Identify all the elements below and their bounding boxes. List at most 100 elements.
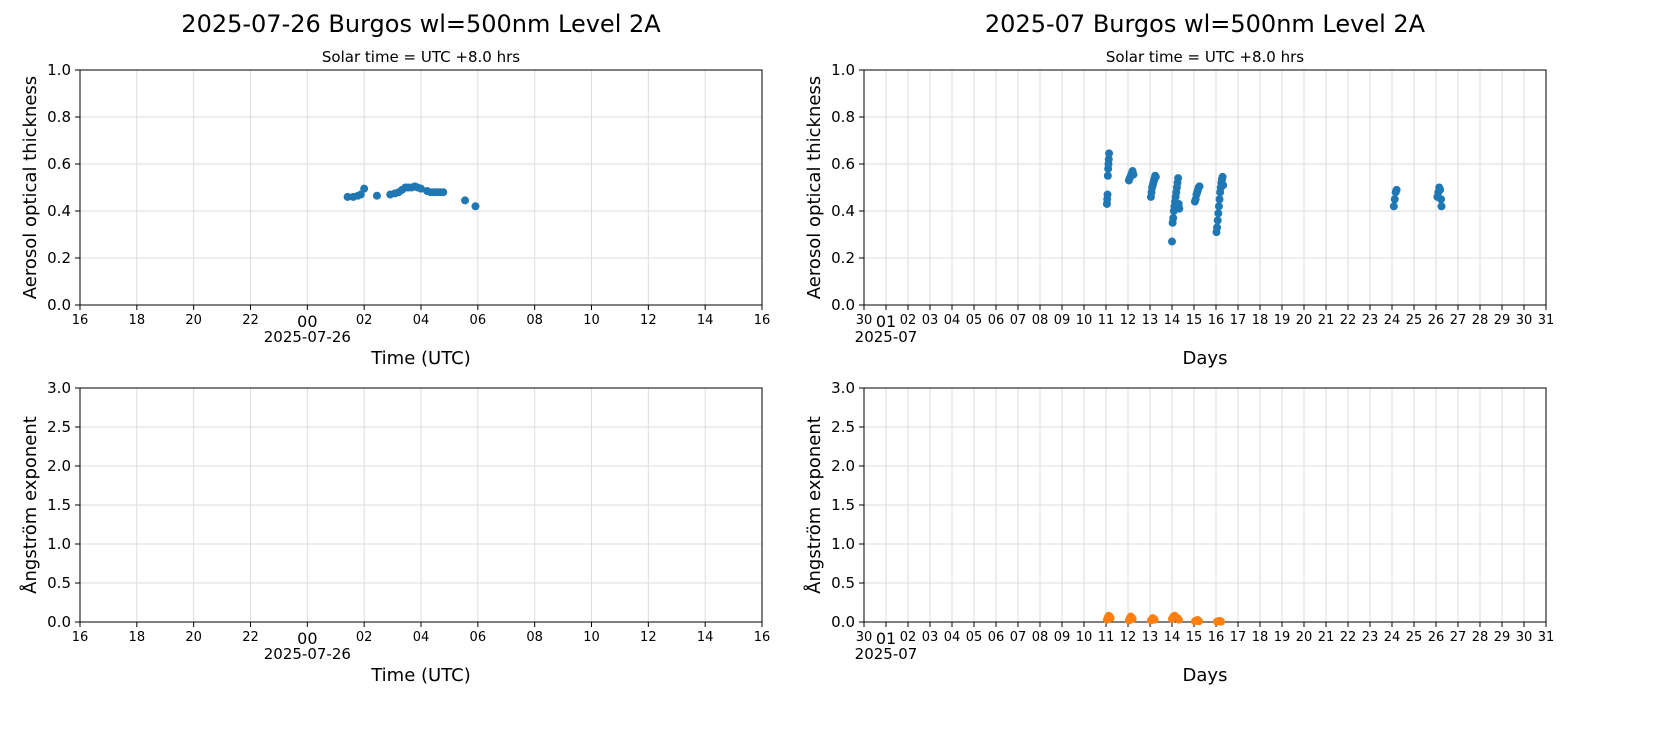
x-tick-label: 16 — [754, 630, 771, 645]
x-tick-label: 05 — [966, 630, 983, 645]
data-point — [356, 190, 365, 199]
y-tick-label: 0.4 — [831, 202, 855, 220]
x-tick-label: 06 — [988, 313, 1005, 328]
data-point — [1214, 202, 1223, 211]
x-tick-label: 06 — [470, 313, 487, 328]
data-point — [1103, 190, 1112, 199]
chart-subtitle: Solar time = UTC +8.0 hrs — [322, 48, 520, 66]
y-tick-label: 0.6 — [831, 155, 855, 173]
x-tick-label: 06 — [470, 630, 487, 645]
y-axis-label: Aerosol optical thickness — [20, 76, 41, 299]
x-tick-label: 03 — [922, 630, 939, 645]
x-axis-label: Time (UTC) — [370, 665, 471, 686]
y-tick-label: 2.5 — [47, 418, 71, 436]
y-axis-label: Aerosol optical thickness — [804, 76, 825, 299]
x-tick-label: 15 — [1186, 630, 1203, 645]
data-point — [1151, 172, 1160, 181]
data-point — [1103, 171, 1112, 180]
data-point — [1217, 617, 1226, 626]
x-tick-label: 10 — [1076, 313, 1093, 328]
x-axis-label: Days — [1183, 348, 1228, 369]
x-axis-label: Days — [1183, 665, 1228, 686]
x-tick-label: 27 — [1450, 630, 1467, 645]
y-tick-label: 0.5 — [47, 574, 71, 592]
x-tick-label: 04 — [413, 630, 430, 645]
chart-2: 30 01 02 03 04 05 06 07 08 09 10 11 12 13 14 15 16 17 18 19… — [804, 10, 1554, 369]
y-tick-label: 3.0 — [831, 379, 855, 397]
data-point — [439, 188, 448, 197]
x-tick-label: 10 — [1076, 630, 1093, 645]
data-point — [1168, 237, 1176, 246]
y-tick-label: 1.5 — [831, 496, 855, 514]
y-tick-label: 0.8 — [47, 108, 71, 126]
x-tick-label: 26 — [1428, 630, 1445, 645]
data-point — [1437, 195, 1446, 204]
y-tick-label: 2.0 — [47, 457, 71, 475]
y-axis-label: Ångström exponent — [19, 416, 41, 594]
x-tick-label: 13 — [1142, 630, 1159, 645]
data-point — [1392, 185, 1401, 194]
x-tick-label: 08 — [526, 630, 543, 645]
data-point — [1150, 615, 1159, 624]
y-tick-label: 1.0 — [831, 535, 855, 553]
x-tick-label: 20 — [185, 313, 202, 328]
plot-frame — [863, 69, 1547, 306]
x-tick-label: 01 — [876, 312, 896, 331]
x-tick-label: 28 — [1472, 313, 1489, 328]
x-tick-label: 22 — [1340, 313, 1357, 328]
x-tick-label: 30 — [856, 630, 873, 645]
x-tick-label: 06 — [988, 630, 1005, 645]
data-point — [1389, 202, 1398, 211]
chart-4: 30 01 02 03 04 05 06 07 08 09 10 11 12 13 14 15 16 17 18 19… — [803, 379, 1554, 686]
x-tick-label: 08 — [1032, 630, 1049, 645]
data-point — [1218, 172, 1227, 181]
data-point — [471, 202, 480, 211]
y-tick-label: 0.8 — [831, 108, 855, 126]
x-tick-label: 30 — [1516, 313, 1533, 328]
x-tick-label: 12 — [640, 630, 657, 645]
x-tick-label: 19 — [1274, 313, 1291, 328]
x-tick-label: 11 — [1098, 313, 1115, 328]
y-tick-label: 0.5 — [831, 574, 855, 592]
x-tick-sublabel: 2025-07-26 — [264, 328, 351, 346]
x-tick-label: 24 — [1384, 313, 1401, 328]
x-tick-label: 18 — [1252, 630, 1269, 645]
x-tick-label: 31 — [1538, 630, 1555, 645]
data-point — [343, 192, 352, 201]
y-tick-label: 0.0 — [831, 613, 855, 631]
x-tick-label: 08 — [1032, 313, 1049, 328]
data-point — [1104, 155, 1113, 164]
x-tick-label: 17 — [1230, 630, 1247, 645]
x-tick-label: 31 — [1538, 313, 1555, 328]
x-tick-label: 25 — [1406, 630, 1423, 645]
data-point — [1169, 214, 1178, 223]
data-point — [1213, 216, 1222, 225]
x-tick-label: 07 — [1010, 313, 1027, 328]
x-tick-label: 19 — [1274, 630, 1291, 645]
x-tick-label: 10 — [583, 313, 600, 328]
data-point — [1214, 209, 1223, 218]
x-tick-label: 20 — [185, 630, 202, 645]
x-tick-label: 17 — [1230, 313, 1247, 328]
x-tick-label: 14 — [1164, 630, 1181, 645]
chart-3: 16 18 20 22 00 02 04 06 08 10 12 14 160.00.51.01.52.… — [19, 379, 770, 686]
x-tick-label: 07 — [1010, 630, 1027, 645]
x-tick-label: 18 — [129, 630, 146, 645]
x-tick-label: 04 — [413, 313, 430, 328]
data-point — [372, 191, 381, 200]
y-tick-label: 0.6 — [47, 155, 71, 173]
y-tick-label: 2.5 — [831, 418, 855, 436]
data-point — [1390, 195, 1399, 204]
data-point — [1174, 615, 1183, 624]
y-tick-label: 0.0 — [47, 613, 71, 631]
chart-title: 2025-07 Burgos wl=500nm Level 2A — [985, 10, 1426, 38]
x-tick-label: 16 — [72, 630, 89, 645]
x-tick-label: 16 — [1208, 630, 1225, 645]
chart-1: 16 18 20 22 00 02 04 06 08 10 12 14 160.00.20.40.60.… — [20, 10, 770, 369]
data-point — [1129, 170, 1138, 179]
data-point — [1219, 181, 1228, 190]
x-tick-label: 29 — [1494, 630, 1511, 645]
x-tick-label: 20 — [1296, 313, 1313, 328]
y-tick-label: 0.2 — [47, 249, 71, 267]
